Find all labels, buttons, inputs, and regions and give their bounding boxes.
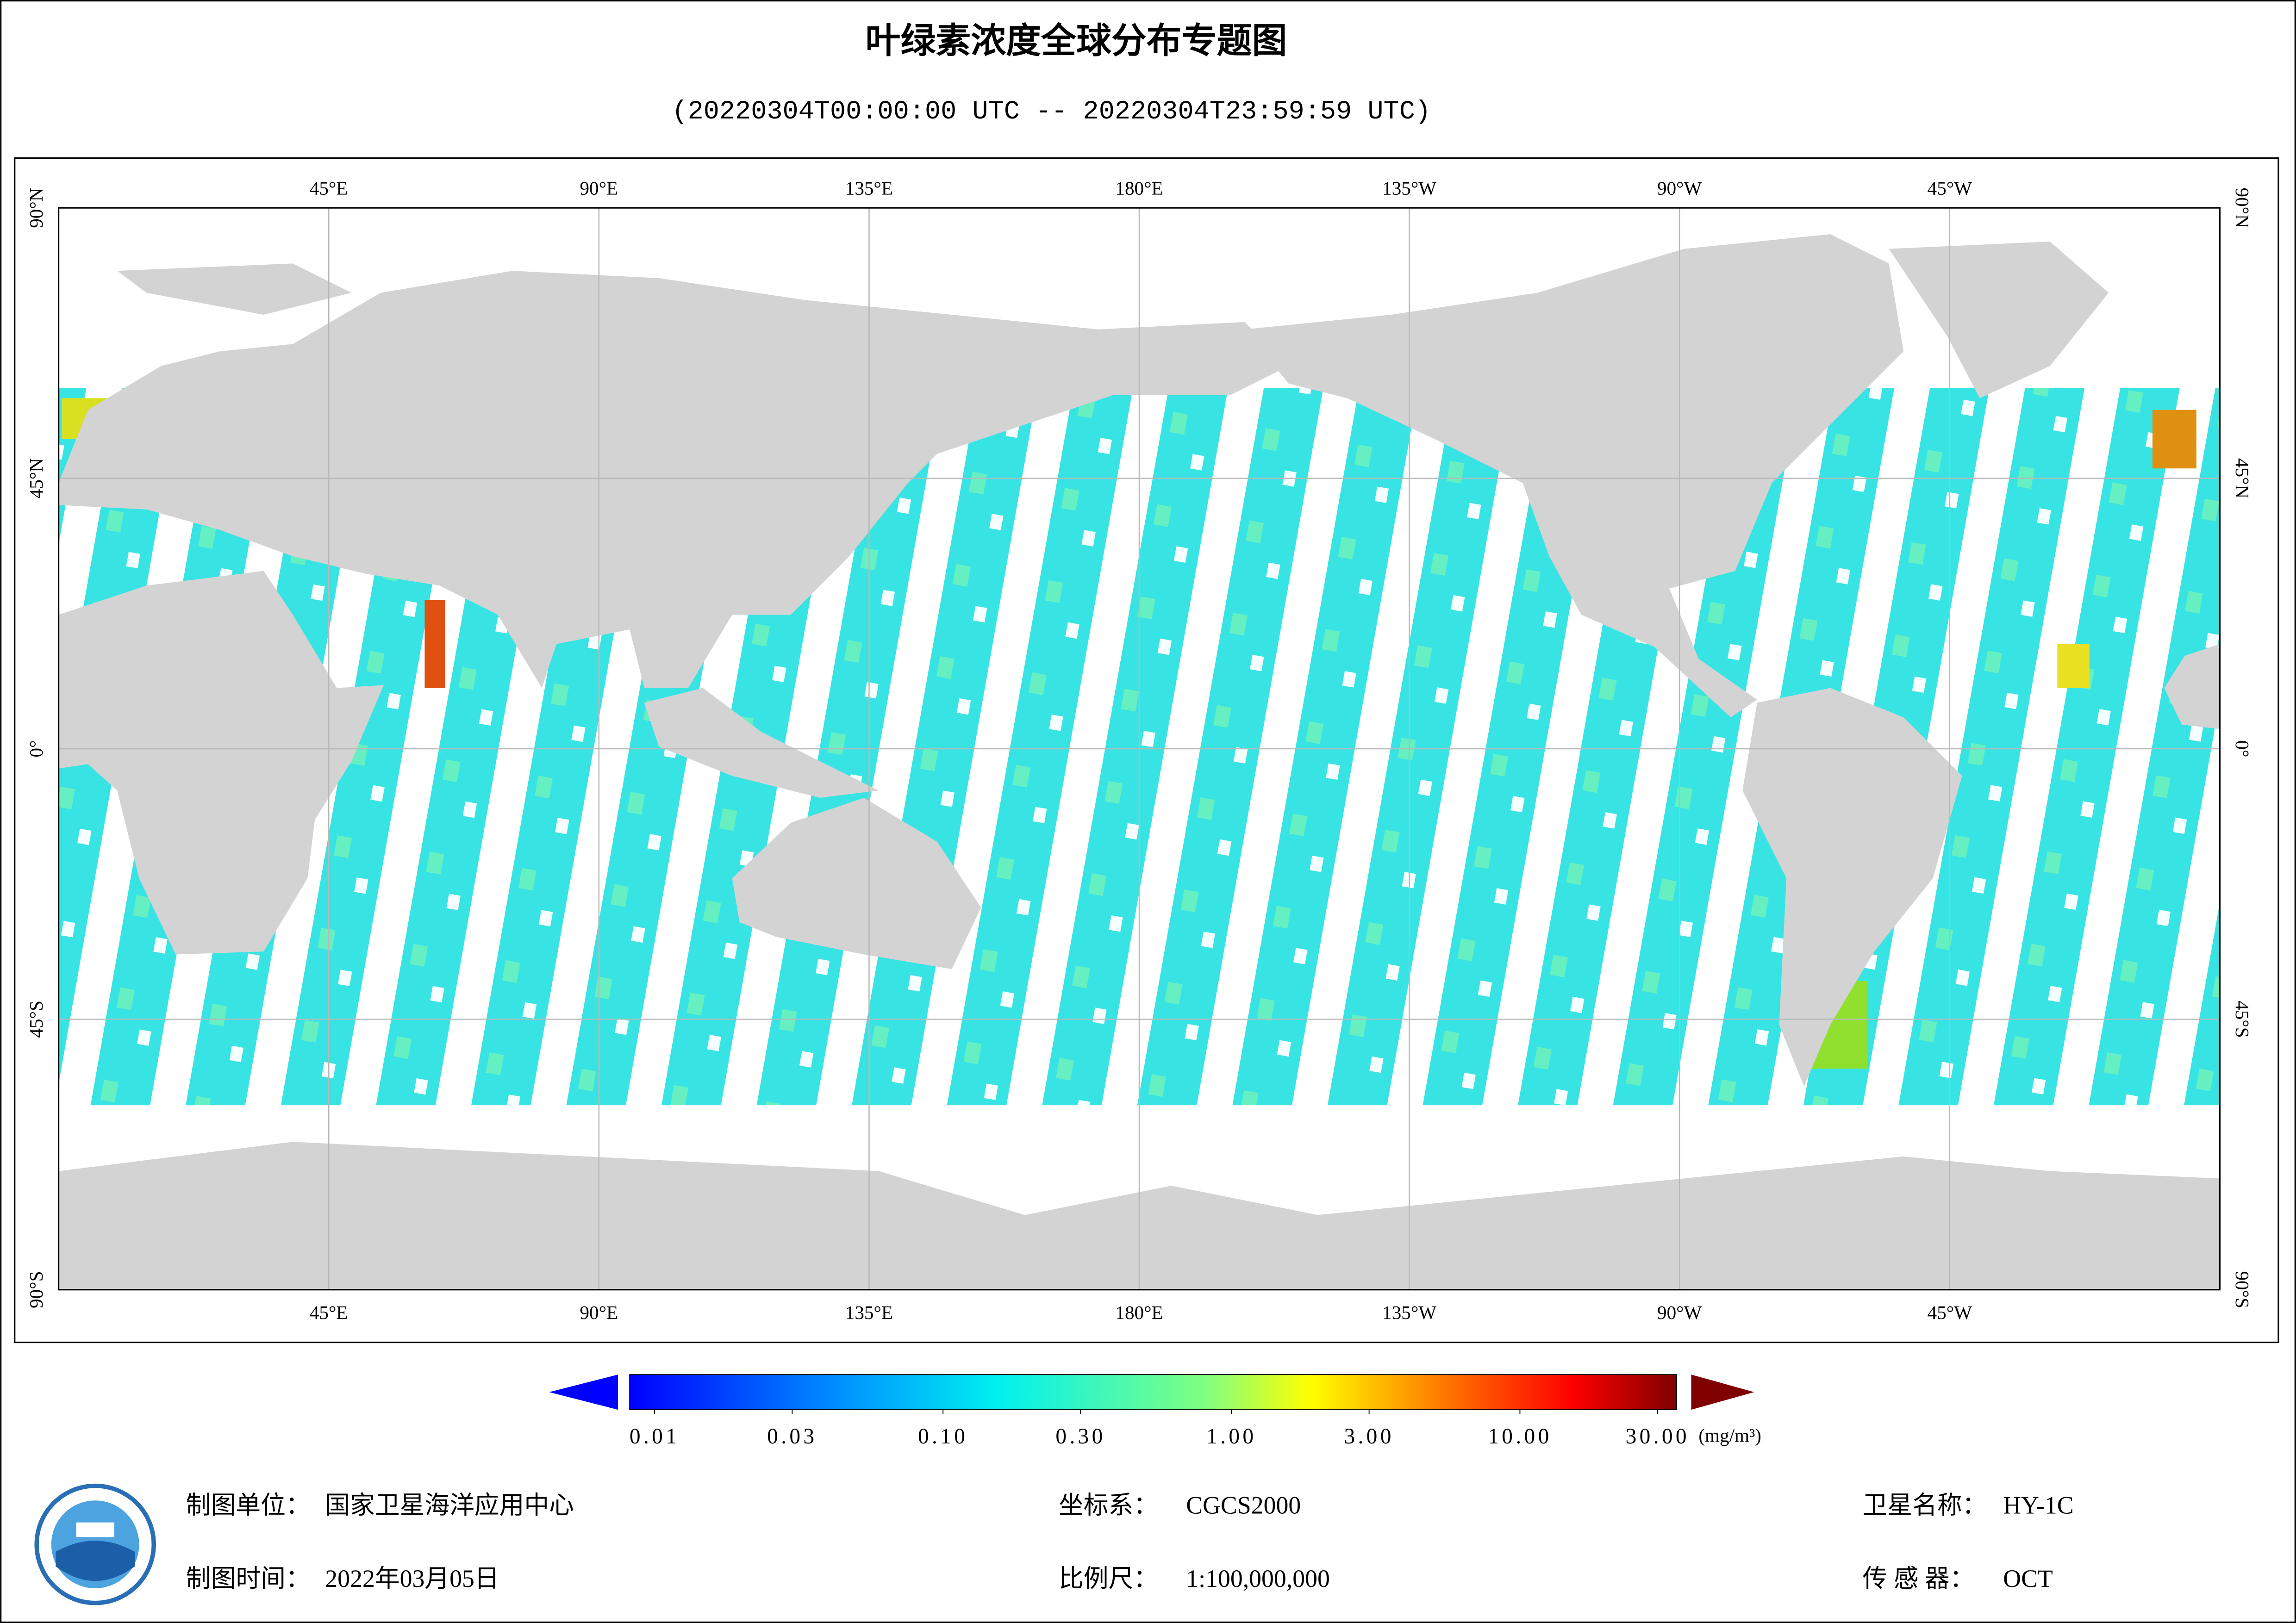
lat-label-left: 0° [25,740,47,757]
lon-label-bottom: 45°W [1928,1302,1972,1323]
org-value: 国家卫星海洋应用中心 [325,1492,574,1519]
lon-label-bottom: 135°W [1382,1302,1436,1323]
satellite-value: HY-1C [2003,1492,2073,1519]
date-value: 2022年03月05日 [325,1565,499,1592]
lon-label-bottom: 135°E [845,1302,893,1323]
colorbar-low-arrow [549,1374,618,1410]
lat-label-left: 45°N [25,458,47,498]
colorbar-bar [629,1374,1677,1411]
lon-label-top: 135°E [845,178,893,199]
colorbar: 0.01 0.03 0.10 0.30 1.00 3.00 10.00 30.00 (mg/m… [549,1374,1761,1449]
satellite-label: 卫星名称： [1863,1492,1987,1519]
lat-label-right: 90°S [2232,1271,2253,1308]
map-border [58,207,2221,1291]
lat-label-left: 90°N [25,188,47,228]
subtitle: (20220304T00:00:00 UTC -- 20220304T23:59… [672,97,1431,127]
logo [34,1483,156,1605]
lat-label-left: 45°S [25,1001,47,1038]
colorbar-ticks: 0.01 0.03 0.10 0.30 1.00 3.00 10.00 30.00 [630,1410,1690,1449]
sensor-label: 传 感 器： [1863,1565,1975,1592]
colorbar-tick-label: 1.00 [1206,1424,1256,1449]
date-label: 制图时间： [186,1565,311,1592]
lon-label-bottom: 90°E [580,1302,618,1323]
lon-label-top: 45°E [310,178,348,199]
lon-label-bottom: 45°E [310,1302,348,1323]
colorbar-tick-label: 0.03 [767,1424,817,1449]
crs-value: CGCS2000 [1186,1492,1301,1519]
lon-label-top: 90°W [1657,178,1702,199]
colorbar-tick-label: 0.01 [630,1424,680,1449]
lon-label-bottom: 180°E [1115,1302,1163,1323]
lon-label-bottom: 90°W [1657,1302,1702,1323]
colorbar-unit: (mg/m³) [1698,1425,1761,1447]
colorbar-tick-label: 10.00 [1488,1424,1552,1449]
colorbar-tick-label: 0.10 [918,1424,968,1449]
scale-value: 1:100,000,000 [1186,1565,1330,1592]
colorbar-tick-label: 3.00 [1344,1424,1394,1449]
crs-label: 坐标系： [1059,1492,1158,1519]
colorbar-tick-label: 0.30 [1055,1424,1105,1449]
scale-label: 比例尺： [1059,1565,1158,1592]
lat-label-right: 0° [2232,740,2253,757]
lat-label-right: 90°N [2232,188,2253,228]
footer: 制图单位： 国家卫星海洋应用中心 制图时间： 2022年03月05日 坐标系： … [186,1492,2074,1592]
lon-label-top: 90°E [580,178,618,199]
colorbar-tick-label: 30.00 [1626,1424,1690,1449]
org-label: 制图单位： [186,1492,311,1519]
colorbar-high-arrow [1691,1374,1754,1410]
title: 叶绿素浓度全球分布专题图 [866,20,1287,61]
lat-label-right: 45°N [2232,458,2253,498]
graticule-labels: 45°E 45°E 90°E 90°E 135°E 135°E 180°E 180°E 135°… [25,178,2253,1323]
lat-label-left: 90°S [25,1271,47,1308]
sensor-value: OCT [2003,1565,2053,1592]
lon-label-top: 45°W [1928,178,1972,199]
lon-label-top: 180°E [1115,178,1163,199]
map-body [58,208,2220,1290]
lon-label-top: 135°W [1382,178,1436,199]
lat-label-right: 45°S [2232,1001,2253,1038]
graticule [58,208,2220,1290]
map-frame [14,157,2279,1343]
